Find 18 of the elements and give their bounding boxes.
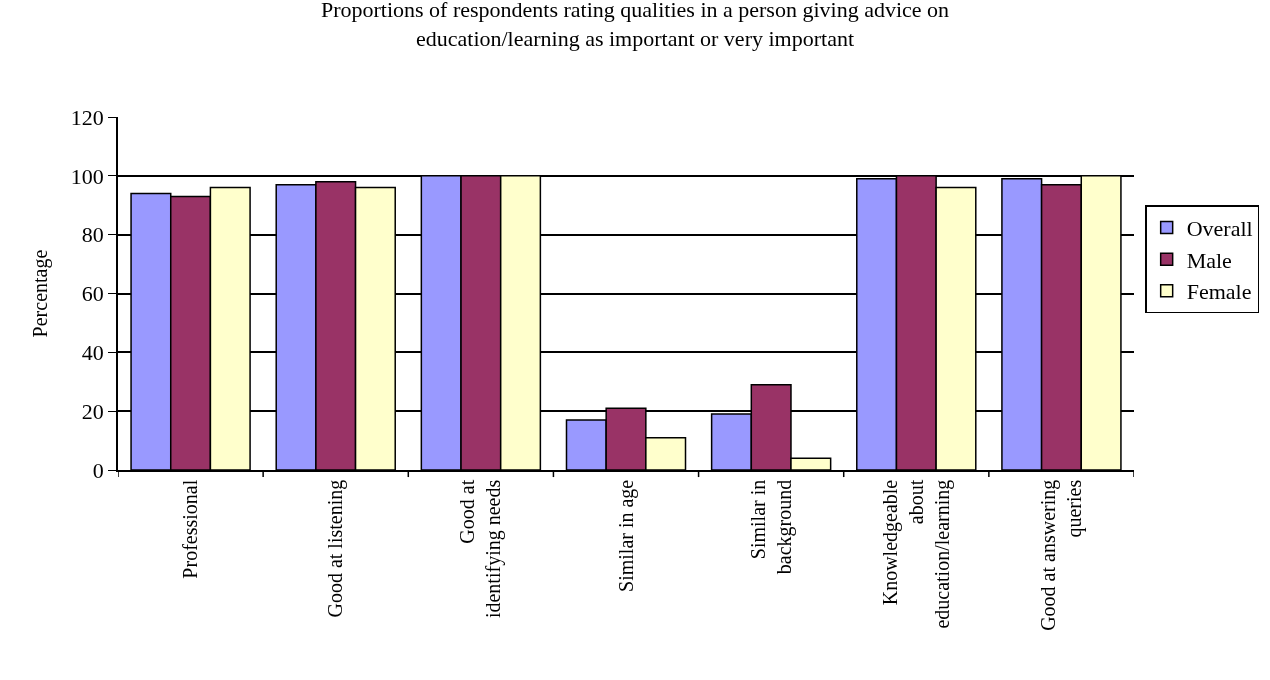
y-tick-label: 0 [92,457,104,483]
y-tick-label: 120 [70,104,104,130]
legend-label: Female [1186,279,1252,305]
y-tick-label: 80 [81,222,104,248]
y-tick-label: 40 [81,340,104,366]
y-tick-label: 20 [81,398,104,424]
chart-title: Proportions of respondents rating qualities in a person giving advice on education/learning as important or very important [320,0,950,51]
legend-label: Overall [1186,216,1253,242]
x-tick-label: Similar in background [746,479,796,575]
y-axis-title: Percentage [28,249,52,338]
x-tick-label: Good at identifying needs [456,479,506,619]
x-tick-label: Similar in age [614,479,638,592]
legend-label: Male [1186,247,1232,273]
x-tick-label: Good at answering queries [1036,479,1086,631]
x-tick-label: Professional [179,479,202,579]
y-tick-label: 60 [81,281,104,307]
x-tick-label: Good at listening [324,479,348,618]
y-tick-label: 100 [70,163,104,189]
